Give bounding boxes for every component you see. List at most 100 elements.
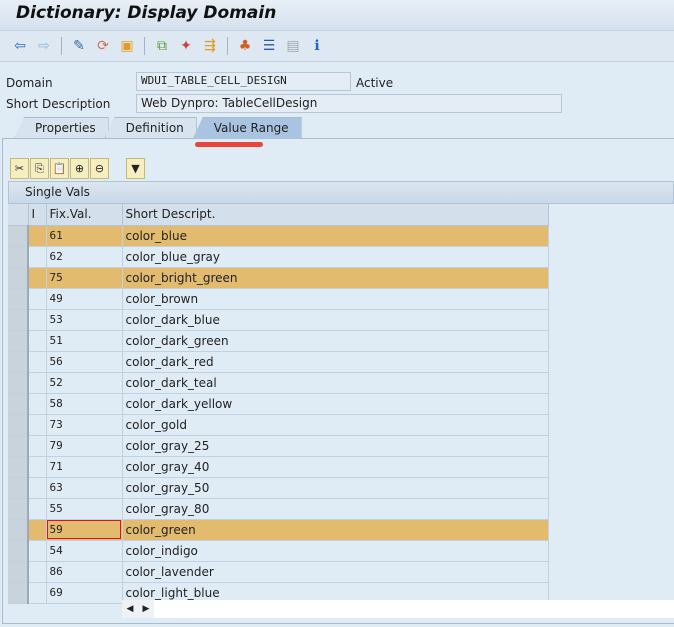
cell-short-descript[interactable]: color_gray_80 xyxy=(122,498,549,520)
row-selector[interactable] xyxy=(8,582,29,604)
cell-fix-val[interactable]: 73 xyxy=(46,414,123,436)
row-selector[interactable] xyxy=(8,393,29,415)
other-object-icon[interactable]: ▣ xyxy=(120,38,134,54)
cell-fix-val[interactable]: 52 xyxy=(46,372,123,394)
cell-fix-val[interactable]: 51 xyxy=(46,330,123,352)
tab-definition[interactable]: Definition xyxy=(104,117,197,138)
table-row[interactable]: 59 color_green xyxy=(8,519,549,541)
scroll-left-button[interactable]: ◀ xyxy=(122,600,138,618)
cell-short-descript[interactable]: color_gray_40 xyxy=(122,456,549,478)
cell-i[interactable] xyxy=(28,498,47,520)
cell-i[interactable] xyxy=(28,582,47,604)
cell-short-descript[interactable]: color_light_blue xyxy=(122,582,549,604)
row-selector[interactable] xyxy=(8,561,29,583)
row-selector[interactable] xyxy=(8,330,29,352)
row-selector[interactable] xyxy=(8,225,29,247)
active-inactive-icon[interactable]: ⟳ xyxy=(97,38,109,54)
cell-short-descript[interactable]: color_gray_50 xyxy=(122,477,549,499)
cell-short-descript[interactable]: color_dark_green xyxy=(122,330,549,352)
domain-field[interactable]: WDUI_TABLE_CELL_DESIGN xyxy=(136,72,351,91)
column-header-i[interactable]: I xyxy=(28,204,47,226)
cell-i[interactable] xyxy=(28,372,47,394)
cell-i[interactable] xyxy=(28,456,47,478)
cell-fix-val[interactable]: 59 xyxy=(46,519,123,541)
table-row[interactable]: 62 color_blue_gray xyxy=(8,246,549,268)
table-row[interactable]: 49 color_brown xyxy=(8,288,549,310)
info-icon[interactable]: ℹ xyxy=(314,38,320,54)
filter-icon[interactable]: ▼ xyxy=(126,158,145,179)
copy-icon[interactable]: ⎘ xyxy=(30,158,49,179)
cell-short-descript[interactable]: color_dark_yellow xyxy=(122,393,549,415)
cell-fix-val[interactable]: 58 xyxy=(46,393,123,415)
cell-fix-val[interactable]: 79 xyxy=(46,435,123,457)
cell-fix-val[interactable]: 61 xyxy=(46,225,123,247)
table-row[interactable]: 56 color_dark_red xyxy=(8,351,549,373)
cell-i[interactable] xyxy=(28,330,47,352)
row-selector[interactable] xyxy=(8,267,29,289)
cell-i[interactable] xyxy=(28,477,47,499)
cell-i[interactable] xyxy=(28,561,47,583)
cell-i[interactable] xyxy=(28,225,47,247)
row-selector[interactable] xyxy=(8,435,29,457)
row-selector[interactable] xyxy=(8,309,29,331)
cell-i[interactable] xyxy=(28,414,47,436)
table-row[interactable]: 58 color_dark_yellow xyxy=(8,393,549,415)
row-selector[interactable] xyxy=(8,288,29,310)
cell-fix-val[interactable]: 63 xyxy=(46,477,123,499)
insert-row-icon[interactable]: ⊕ xyxy=(70,158,89,179)
table-row[interactable]: 86 color_lavender xyxy=(8,561,549,583)
cell-i[interactable] xyxy=(28,435,47,457)
column-header-fix-val[interactable]: Fix.Val. xyxy=(46,204,123,226)
cell-fix-val[interactable]: 54 xyxy=(46,540,123,562)
row-selector[interactable] xyxy=(8,540,29,562)
cell-fix-val[interactable]: 69 xyxy=(46,582,123,604)
cell-i[interactable] xyxy=(28,309,47,331)
cell-i[interactable] xyxy=(28,540,47,562)
table-row[interactable]: 53 color_dark_blue xyxy=(8,309,549,331)
align-icon[interactable]: ☰ xyxy=(262,38,276,54)
row-selector[interactable] xyxy=(8,372,29,394)
cell-fix-val[interactable]: 49 xyxy=(46,288,123,310)
cell-i[interactable] xyxy=(28,246,47,268)
delete-row-icon[interactable]: ⊖ xyxy=(90,158,109,179)
cell-i[interactable] xyxy=(28,267,47,289)
cell-short-descript[interactable]: color_gold xyxy=(122,414,549,436)
list-icon[interactable]: ▤ xyxy=(286,38,300,54)
horizontal-scrollbar[interactable]: ◀ ▶ xyxy=(122,600,674,618)
cell-short-descript[interactable]: color_dark_teal xyxy=(122,372,549,394)
cell-short-descript[interactable]: color_brown xyxy=(122,288,549,310)
cell-short-descript[interactable]: color_lavender xyxy=(122,561,549,583)
select-all-header[interactable] xyxy=(8,204,29,226)
row-selector[interactable] xyxy=(8,351,29,373)
table-row[interactable]: 51 color_dark_green xyxy=(8,330,549,352)
display-change-icon[interactable]: ✎ xyxy=(73,38,85,54)
row-selector[interactable] xyxy=(8,456,29,478)
cell-fix-val[interactable]: 71 xyxy=(46,456,123,478)
table-row[interactable]: 63 color_gray_50 xyxy=(8,477,549,499)
cell-short-descript[interactable]: color_blue xyxy=(122,225,549,247)
cell-fix-val[interactable]: 75 xyxy=(46,267,123,289)
magic-wand-icon[interactable]: ✦ xyxy=(180,38,192,54)
cell-fix-val[interactable]: 55 xyxy=(46,498,123,520)
scroll-right-button[interactable]: ▶ xyxy=(138,600,154,618)
cell-short-descript[interactable]: color_dark_blue xyxy=(122,309,549,331)
row-selector[interactable] xyxy=(8,414,29,436)
back-icon[interactable]: ⇦ xyxy=(14,38,26,54)
cut-icon[interactable]: ✂ xyxy=(10,158,29,179)
cell-i[interactable] xyxy=(28,519,47,541)
table-row[interactable]: 69 color_light_blue xyxy=(8,582,549,604)
row-selector[interactable] xyxy=(8,498,29,520)
cell-short-descript[interactable]: color_indigo xyxy=(122,540,549,562)
cell-short-descript[interactable]: color_green xyxy=(122,519,549,541)
cell-short-descript[interactable]: color_gray_25 xyxy=(122,435,549,457)
table-row[interactable]: 79 color_gray_25 xyxy=(8,435,549,457)
cell-i[interactable] xyxy=(28,288,47,310)
row-selector[interactable] xyxy=(8,519,29,541)
where-used-icon[interactable]: ⧉ xyxy=(157,38,167,54)
cell-short-descript[interactable]: color_bright_green xyxy=(122,267,549,289)
table-row[interactable]: 52 color_dark_teal xyxy=(8,372,549,394)
navigation-icon[interactable]: ⇶ xyxy=(204,38,216,54)
paste-icon[interactable]: 📋 xyxy=(50,158,69,179)
row-selector[interactable] xyxy=(8,246,29,268)
table-row[interactable]: 75 color_bright_green xyxy=(8,267,549,289)
